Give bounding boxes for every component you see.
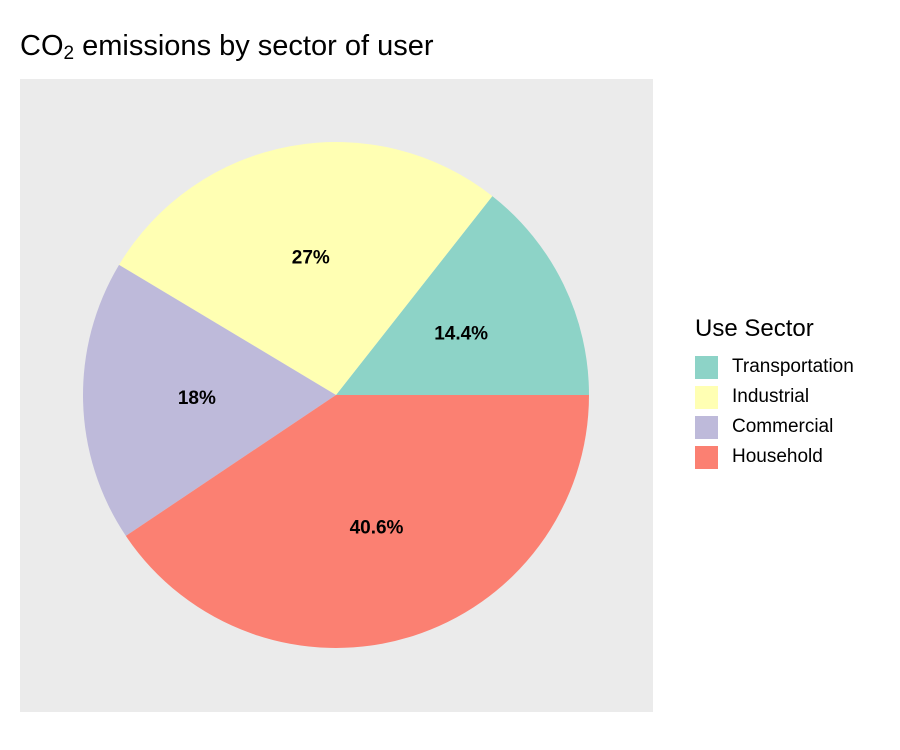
slice-label-commercial: 18% [178, 388, 216, 409]
legend-swatch [695, 385, 718, 409]
legend-item-commercial: Commercial [695, 412, 854, 442]
legend-swatch [695, 415, 718, 439]
slice-label-household: 40.6% [350, 518, 404, 539]
legend-item-household: Household [695, 442, 854, 472]
pie-slice-commercial [83, 264, 336, 536]
pie-slice-household [125, 395, 590, 648]
legend-label: Household [732, 446, 823, 467]
legend-swatch [695, 355, 718, 379]
legend-item-transportation: Transportation [695, 352, 854, 382]
legend-label: Commercial [732, 416, 834, 437]
legend-label: Transportation [732, 356, 854, 377]
legend-label: Industrial [732, 386, 810, 407]
chart-title: CO2 emissions by sector of user [20, 30, 434, 64]
legend-item-industrial: Industrial [695, 382, 854, 412]
legend: Use Sector Transportation Industrial Comme… [695, 314, 854, 472]
plot-panel: 14.4% 27% 18% 40.6% [20, 79, 653, 712]
pie-slice-industrial [119, 142, 493, 395]
legend-swatch [695, 445, 718, 469]
pie-chart: 14.4% 27% 18% 40.6% [83, 142, 590, 648]
slice-label-transportation: 14.4% [434, 324, 488, 345]
slice-label-industrial: 27% [292, 248, 330, 269]
legend-title: Use Sector [695, 315, 814, 342]
pie-slice-transportation [336, 196, 589, 395]
